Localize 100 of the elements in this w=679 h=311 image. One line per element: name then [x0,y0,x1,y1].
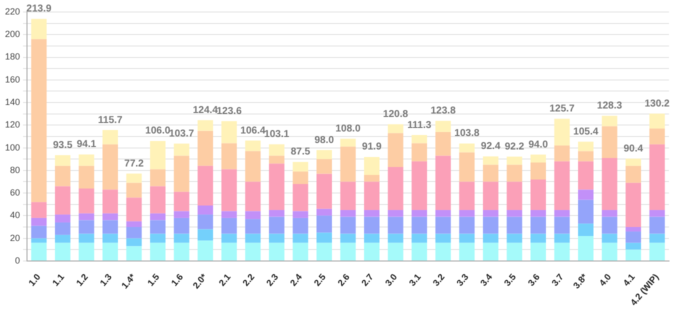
bar [150,169,166,186]
bar [388,210,404,217]
bar [340,138,356,147]
bar [412,161,428,210]
bar [126,238,142,246]
x-tick-label: 3.1 [407,272,423,288]
bar [435,156,451,210]
y-tick-label: 160 [4,74,20,84]
bar [126,221,142,227]
bar [602,242,618,260]
x-tick-label: 2.1 [216,272,233,288]
bar [31,202,47,218]
bar [626,227,642,232]
y-tick-label: 180 [4,52,20,62]
bar [412,242,428,260]
bar [54,214,70,222]
bar [554,234,570,243]
bar [364,174,380,182]
x-tick-label: 3.4 [478,272,494,288]
bar [292,218,308,234]
bar [268,242,284,260]
bar [174,144,190,156]
bar [268,210,284,217]
bar [221,211,237,218]
bar [364,156,380,175]
bar [316,242,332,260]
bar [174,234,190,243]
bar [126,227,142,238]
bar [364,210,380,217]
bar [340,234,356,243]
x-tick-label: 2.3 [264,272,280,288]
bar [459,234,475,243]
bar [482,182,498,210]
bar [578,142,594,152]
bar [554,118,570,146]
bar [316,216,332,233]
bar [340,242,356,260]
x-tick-label: 2.6 [336,272,352,288]
bar [364,242,380,260]
bar [340,182,356,210]
bar [482,164,498,182]
bar [316,159,332,174]
bar [316,174,332,209]
bar [435,242,451,260]
bar [530,179,546,210]
bar [649,144,665,210]
total-label: 92.2 [504,141,525,152]
total-label: 103.8 [454,128,480,140]
x-tick-label: 3.8* [571,271,590,291]
bar [316,208,332,216]
bar [198,120,214,131]
bar [506,210,522,217]
x-tick-label: 1.2 [74,272,90,288]
x-tick-label: 3.7 [550,272,566,288]
y-tick-label: 120 [4,120,20,130]
bar [459,216,475,234]
total-label: 103.7 [169,128,195,140]
bar [388,216,404,234]
bar [245,242,261,260]
bar [31,242,47,260]
bar [388,133,404,168]
total-label: 124.4 [192,104,218,116]
bar [221,169,237,212]
bar [626,250,642,260]
bar [412,216,428,234]
bar [221,143,237,170]
bar [530,210,546,217]
bar [435,132,451,156]
bar [506,164,522,182]
bar [435,120,451,132]
bar [459,152,475,182]
bar [102,130,118,144]
bar [31,218,47,226]
bar [554,146,570,162]
total-label: 93.5 [52,140,73,151]
bar [602,116,618,126]
bar [292,162,308,172]
x-tick-label: 2.5 [312,272,328,288]
bar [459,182,475,210]
bar [554,210,570,217]
total-label: 115.7 [98,114,123,126]
bar [506,156,522,165]
total-label: 92.4 [480,141,501,152]
bar [364,234,380,243]
bar [578,151,594,162]
bar [31,226,47,238]
bar [78,213,94,220]
bar [530,216,546,234]
bar [198,229,214,241]
bar [340,210,356,217]
bar [412,135,428,144]
bar [412,143,428,162]
bar [150,234,166,243]
bar [268,164,284,210]
bar [316,150,332,160]
bar [78,220,94,234]
bar [578,224,594,236]
total-label: 90.4 [624,143,644,154]
bar [482,210,498,217]
bar [482,216,498,234]
